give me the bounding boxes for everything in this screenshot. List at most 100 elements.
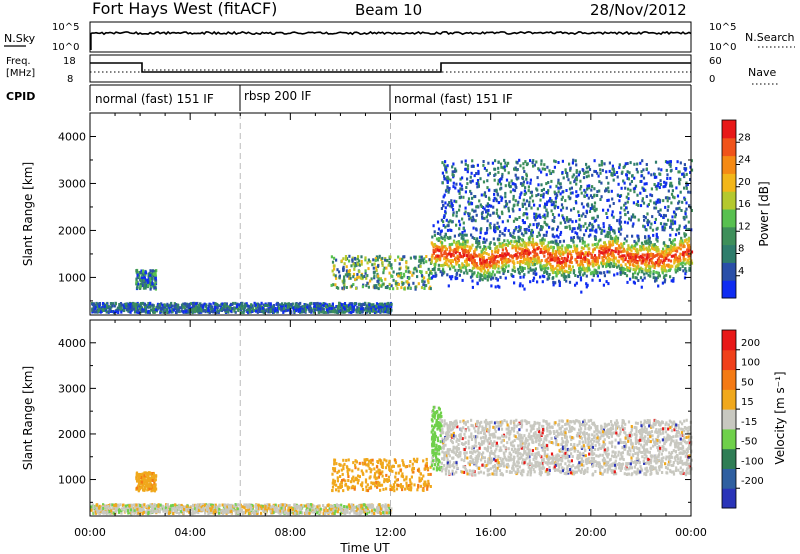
data-cell [498, 270, 501, 274]
data-cell [623, 181, 626, 185]
data-cell [102, 308, 105, 312]
data-cell [664, 255, 667, 259]
data-cell [557, 256, 560, 260]
data-cell [607, 227, 611, 230]
data-cell [607, 256, 610, 260]
data-cell [545, 173, 548, 177]
data-cell [631, 174, 634, 178]
data-cell [440, 244, 443, 248]
data-cell [139, 303, 142, 307]
data-cell [634, 255, 637, 259]
data-cell [591, 205, 594, 209]
data-cell [661, 281, 664, 285]
data-cell [583, 172, 586, 175]
data-cell [620, 257, 623, 261]
data-cell [449, 248, 452, 252]
data-cell [499, 187, 502, 191]
data-cell [642, 176, 646, 180]
data-cell [263, 309, 266, 313]
data-cell [637, 218, 640, 222]
data-cell [597, 264, 601, 268]
data-cell [625, 173, 628, 177]
data-cell [320, 310, 323, 314]
data-cell [329, 305, 332, 309]
data-cell [376, 272, 379, 276]
data-cell [561, 268, 564, 272]
data-cell [557, 264, 560, 268]
data-cell [498, 180, 501, 184]
data-cell [657, 167, 660, 171]
data-cell [525, 242, 528, 246]
data-cell [369, 305, 372, 309]
data-cell [559, 221, 562, 225]
data-cell [641, 259, 645, 263]
data-cell [535, 215, 538, 219]
data-cell [380, 279, 383, 283]
data-cell [564, 171, 568, 174]
data-cell [612, 254, 615, 258]
data-cell [557, 213, 560, 217]
data-cell [640, 241, 644, 245]
data-cell [661, 271, 664, 275]
data-cell [466, 167, 470, 171]
data-cell [584, 229, 588, 233]
data-cell [527, 252, 530, 256]
data-cell [553, 190, 556, 194]
data-cell [638, 270, 641, 274]
data-cell [689, 178, 692, 181]
data-cell [427, 267, 430, 271]
data-cell [222, 308, 225, 312]
data-cell [519, 193, 522, 197]
data-cell [418, 258, 421, 262]
data-cell [512, 209, 515, 213]
data-cell [540, 259, 543, 262]
data-cell [629, 248, 632, 252]
data-cell [620, 263, 623, 267]
data-cell [506, 260, 509, 264]
data-cell [585, 162, 588, 166]
data-cell [472, 255, 475, 259]
data-cell [632, 268, 635, 271]
data-cell [118, 303, 121, 306]
data-cell [153, 274, 156, 278]
data-cell [578, 223, 581, 227]
data-cell [475, 213, 478, 217]
data-cell [547, 275, 550, 279]
data-cell [334, 274, 337, 278]
data-cell [144, 273, 147, 277]
data-cell [346, 309, 349, 313]
data-cell [328, 307, 331, 310]
data-cell [409, 270, 412, 274]
colorbar-swatch [722, 262, 736, 281]
data-cell [635, 253, 639, 257]
data-cell [539, 215, 542, 219]
data-cell [674, 213, 677, 217]
data-cell [527, 185, 530, 189]
data-cell [641, 261, 644, 265]
data-cell [546, 244, 549, 248]
data-cell [487, 173, 490, 177]
data-cell [514, 253, 517, 257]
data-cell [375, 269, 378, 272]
data-cell [479, 231, 482, 235]
data-cell [649, 226, 652, 230]
data-cell [471, 274, 474, 278]
data-cell [605, 170, 608, 174]
data-cell [495, 211, 498, 215]
data-cell [510, 239, 513, 243]
data-cell [563, 256, 566, 260]
data-cell [622, 259, 625, 263]
data-cell [414, 287, 417, 291]
data-cell [282, 307, 285, 310]
data-cell [471, 179, 474, 183]
data-cell [443, 257, 446, 261]
data-cell [602, 249, 605, 253]
data-cell [669, 225, 672, 229]
data-cell [554, 271, 557, 274]
data-cell [446, 181, 449, 184]
data-cell [532, 240, 535, 244]
data-cell [451, 275, 454, 279]
data-cell [521, 243, 524, 247]
data-cell [485, 204, 488, 208]
data-cell [345, 269, 348, 273]
